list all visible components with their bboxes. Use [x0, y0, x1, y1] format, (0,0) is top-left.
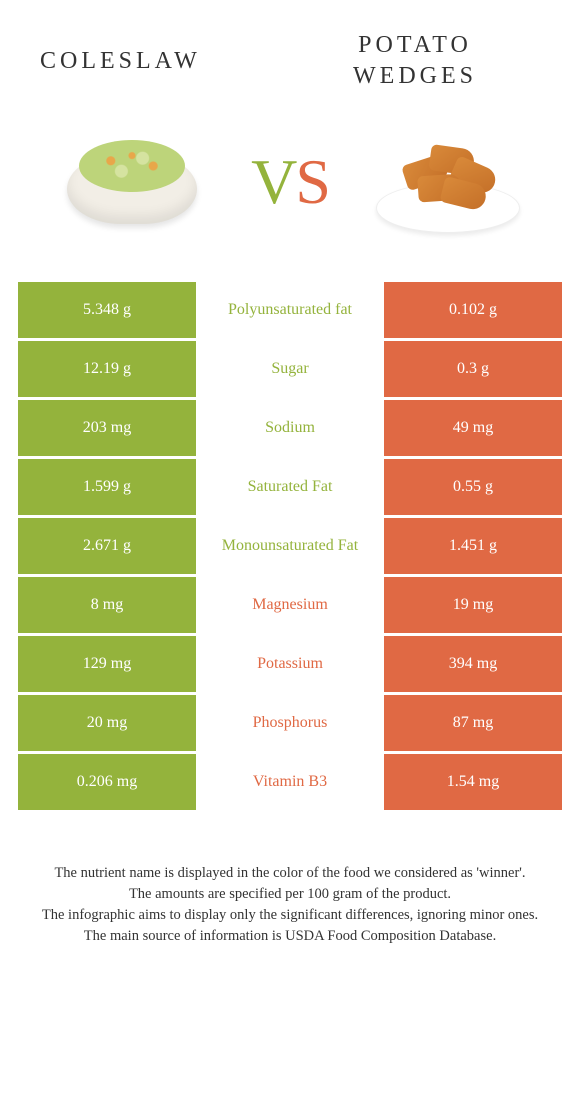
value-left: 129 mg [18, 636, 196, 692]
table-row: 8 mgMagnesium19 mg [18, 577, 562, 633]
coleslaw-image [47, 122, 217, 242]
title-right-line2: WEDGES [353, 63, 477, 89]
table-row: 2.671 gMonounsaturated Fat1.451 g [18, 518, 562, 574]
nutrient-label: Sugar [196, 341, 384, 397]
table-row: 129 mgPotassium394 mg [18, 636, 562, 692]
value-right: 0.102 g [384, 282, 562, 338]
nutrient-label: Magnesium [196, 577, 384, 633]
footnote-line: The infographic aims to display only the… [20, 905, 560, 926]
value-right: 0.55 g [384, 459, 562, 515]
value-left: 5.348 g [18, 282, 196, 338]
table-row: 12.19 gSugar0.3 g [18, 341, 562, 397]
footnote-line: The nutrient name is displayed in the co… [20, 863, 560, 884]
table-row: 5.348 gPolyunsaturated fat0.102 g [18, 282, 562, 338]
potato-wedges-image [363, 122, 533, 242]
value-right: 0.3 g [384, 341, 562, 397]
value-left: 12.19 g [18, 341, 196, 397]
vs-label: VS [251, 145, 329, 219]
title-right: POTATO WEDGES [290, 30, 540, 92]
title-left: COLESLAW [40, 46, 290, 77]
nutrient-label: Sodium [196, 400, 384, 456]
value-left: 20 mg [18, 695, 196, 751]
nutrient-table: 5.348 gPolyunsaturated fat0.102 g12.19 g… [18, 282, 562, 810]
value-left: 0.206 mg [18, 754, 196, 810]
nutrient-label: Potassium [196, 636, 384, 692]
footnotes: The nutrient name is displayed in the co… [0, 813, 580, 967]
nutrient-label: Polyunsaturated fat [196, 282, 384, 338]
value-right: 1.451 g [384, 518, 562, 574]
value-right: 394 mg [384, 636, 562, 692]
value-left: 1.599 g [18, 459, 196, 515]
vs-v: V [251, 146, 295, 217]
title-right-line1: POTATO [358, 32, 472, 58]
table-row: 0.206 mgVitamin B31.54 mg [18, 754, 562, 810]
table-row: 1.599 gSaturated Fat0.55 g [18, 459, 562, 515]
value-right: 49 mg [384, 400, 562, 456]
images-row: VS [0, 112, 580, 282]
table-row: 203 mgSodium49 mg [18, 400, 562, 456]
value-right: 19 mg [384, 577, 562, 633]
value-left: 8 mg [18, 577, 196, 633]
nutrient-label: Phosphorus [196, 695, 384, 751]
table-row: 20 mgPhosphorus87 mg [18, 695, 562, 751]
footnote-line: The main source of information is USDA F… [20, 926, 560, 947]
nutrient-label: Saturated Fat [196, 459, 384, 515]
footnote-line: The amounts are specified per 100 gram o… [20, 884, 560, 905]
header: COLESLAW POTATO WEDGES [0, 0, 580, 112]
value-right: 87 mg [384, 695, 562, 751]
value-left: 203 mg [18, 400, 196, 456]
nutrient-label: Vitamin B3 [196, 754, 384, 810]
value-left: 2.671 g [18, 518, 196, 574]
vs-s: S [295, 146, 329, 217]
nutrient-label: Monounsaturated Fat [196, 518, 384, 574]
value-right: 1.54 mg [384, 754, 562, 810]
